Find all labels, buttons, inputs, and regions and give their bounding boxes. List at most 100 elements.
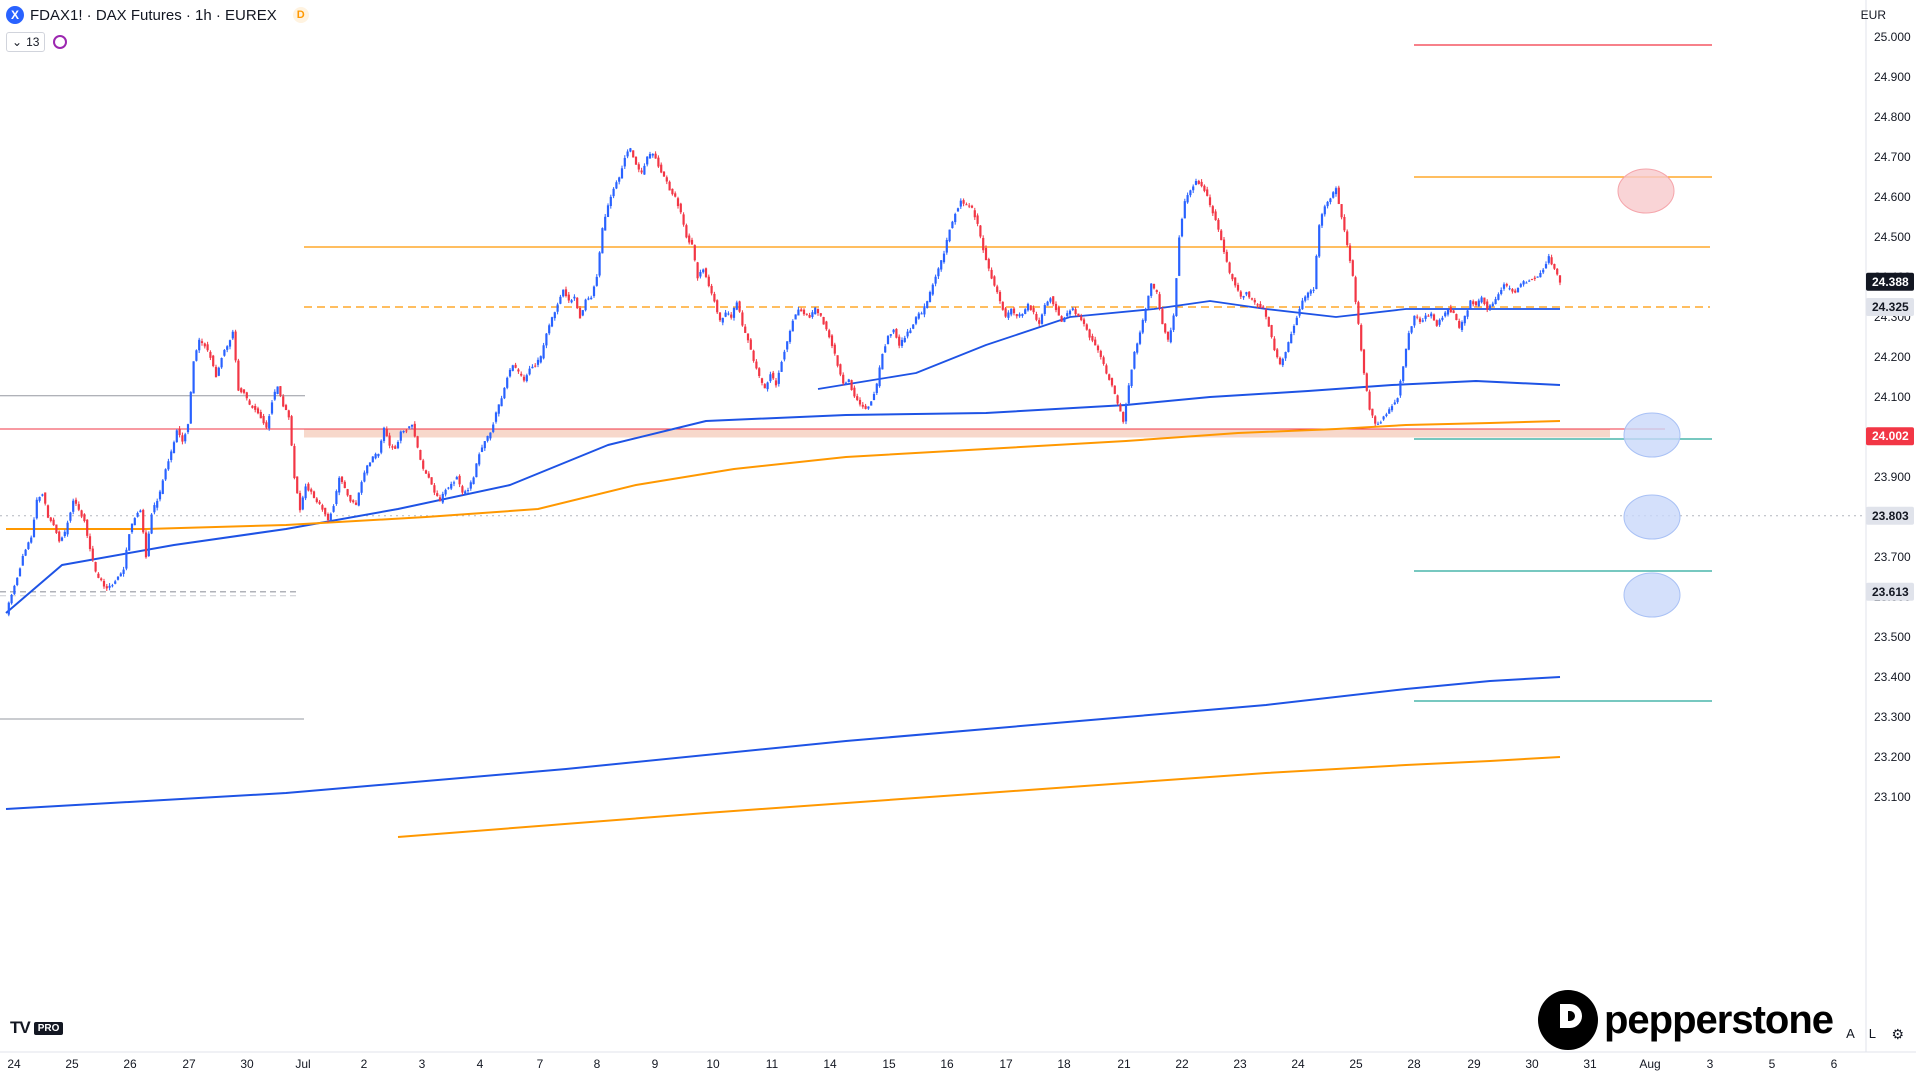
candle-body [629, 148, 632, 152]
candle-body [385, 428, 388, 437]
indicators-toggle[interactable]: ⌄ 13 [6, 32, 46, 52]
price-label: 24.388 [1872, 275, 1909, 289]
candle-body [1410, 326, 1413, 333]
x-tick-label: 9 [652, 1057, 659, 1071]
x-tick-label: 26 [123, 1057, 137, 1071]
candle-body [1385, 414, 1388, 417]
candle-body [676, 198, 680, 207]
candle-body [18, 568, 22, 577]
candle-body [945, 239, 948, 253]
candle-body [329, 513, 332, 521]
candle-body [1483, 297, 1486, 305]
candle-body [648, 153, 652, 159]
symbol-icon[interactable]: X [6, 6, 24, 24]
ma-slow-orange [397, 756, 1561, 838]
price-label-bg [1866, 506, 1914, 525]
candle-body [1407, 333, 1410, 350]
candle-body [380, 440, 383, 453]
candle-body [212, 355, 215, 367]
candle-body [601, 228, 604, 254]
candle-body [836, 355, 839, 366]
candle-body [368, 462, 372, 467]
candle-body [1127, 385, 1130, 404]
candle-body [49, 517, 52, 521]
y-tick-label: 23.500 [1874, 630, 1911, 644]
candle-body [1547, 256, 1550, 263]
candle-body [707, 276, 710, 287]
candle-body [1267, 317, 1270, 327]
x-tick-label: 27 [182, 1057, 196, 1071]
candle-body [1169, 330, 1172, 343]
symbol-title[interactable]: FDAX1! · DAX Futures · 1h · EUREX [30, 6, 277, 24]
currency-label[interactable]: EUR [1860, 8, 1886, 22]
candle-body [592, 286, 596, 297]
candle-body [1029, 305, 1032, 310]
scale-controls: A L [1846, 1026, 1876, 1041]
candle-body [520, 373, 523, 376]
candle-body [240, 388, 243, 393]
candle-body [1102, 357, 1105, 364]
candle-body [164, 469, 167, 480]
candle-body [1186, 195, 1189, 203]
candle-body [618, 177, 621, 182]
candle-body [553, 312, 556, 319]
candle-body [203, 343, 206, 347]
candle-body [1001, 301, 1004, 310]
candle-body [920, 313, 923, 315]
refresh-icon[interactable] [53, 35, 68, 49]
candle-body [1360, 325, 1363, 351]
candle-body [511, 365, 514, 371]
candle-body [55, 524, 58, 533]
candle-body [318, 501, 321, 504]
candle-body [1508, 288, 1511, 290]
x-tick-label: 15 [882, 1057, 896, 1071]
candle-body [825, 321, 828, 330]
candle-body [16, 577, 19, 585]
candle-body [1295, 317, 1298, 326]
candle-body [422, 460, 425, 469]
candle-body [209, 351, 212, 358]
candle-body [1486, 301, 1489, 310]
candle-body [206, 344, 209, 351]
candle-body [1264, 309, 1268, 317]
gear-icon[interactable]: ⚙ [1891, 1026, 1904, 1042]
log-scale-button[interactable]: L [1868, 1026, 1876, 1041]
candle-body [128, 534, 131, 551]
candle-body [374, 453, 377, 459]
candle-body [1113, 385, 1116, 394]
candle-body [923, 306, 926, 315]
candle-body [77, 504, 80, 510]
candle-body [609, 196, 612, 207]
candle-body [464, 491, 467, 494]
x-tick-label: 6 [1831, 1057, 1838, 1071]
candle-body [408, 426, 411, 428]
candle-body [640, 170, 643, 173]
y-tick-label: 23.900 [1874, 470, 1911, 484]
candle-body [942, 253, 946, 263]
candle-body [133, 518, 136, 526]
candle-body [1054, 303, 1058, 311]
candle-body [298, 493, 302, 511]
candle-body [1144, 309, 1147, 321]
tradingview-logo[interactable]: TV PRO [10, 1018, 64, 1038]
x-tick-label: 2 [361, 1057, 368, 1071]
candle-body [44, 492, 47, 504]
candle-body [956, 208, 960, 212]
candle-body [21, 556, 24, 566]
candle-body [654, 153, 657, 159]
y-tick-label: 24.200 [1874, 350, 1911, 364]
candle-body [786, 341, 789, 350]
candle-body [735, 302, 738, 310]
price-label: 23.803 [1872, 509, 1909, 523]
auto-scale-button[interactable]: A [1846, 1026, 1855, 1041]
candle-body [338, 477, 341, 493]
candle-body [1357, 302, 1360, 324]
candle-body [1365, 373, 1368, 391]
candle-body [651, 153, 654, 156]
candle-body [819, 313, 822, 316]
candle-body [867, 406, 870, 409]
candle-body [1502, 284, 1506, 289]
candle-body [1525, 282, 1528, 284]
candle-body [528, 368, 531, 375]
